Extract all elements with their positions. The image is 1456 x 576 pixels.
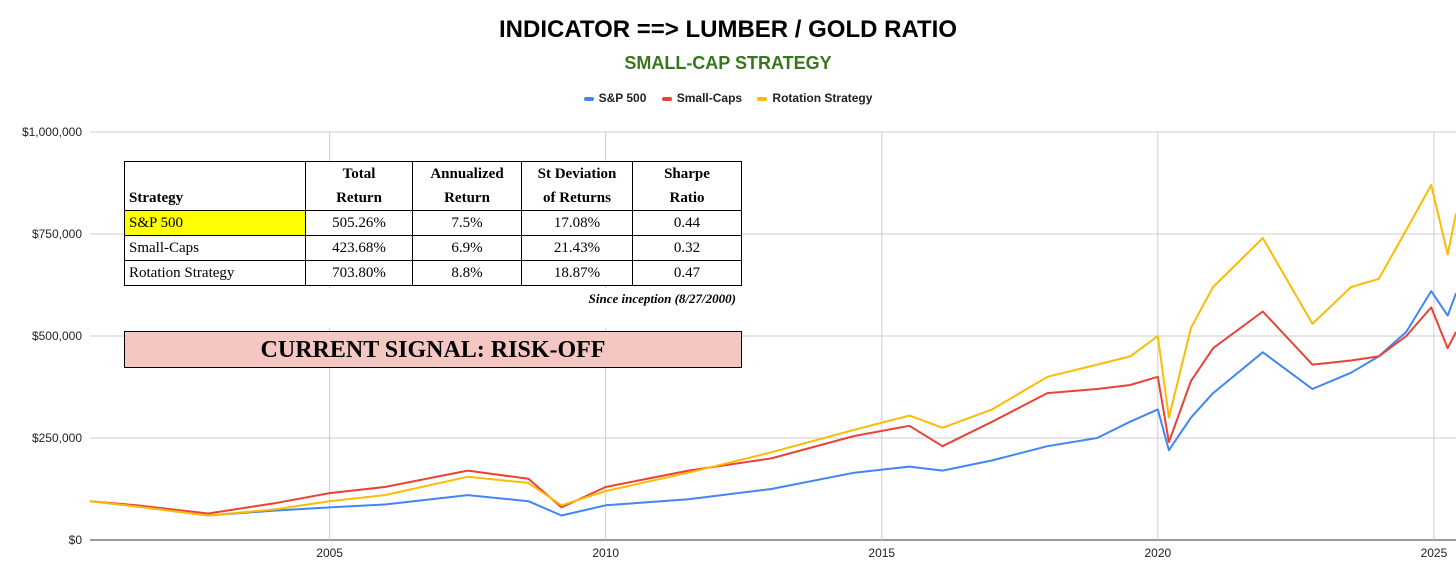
row-sharpe: 0.44 bbox=[632, 210, 742, 236]
legend-label-sp500: S&P 500 bbox=[598, 91, 647, 105]
row-total: 423.68% bbox=[305, 235, 413, 261]
inception-note: Since inception (8/27/2000) bbox=[124, 288, 742, 328]
row-sharpe: 0.32 bbox=[632, 235, 742, 261]
header-sharpe: Sharpe Ratio bbox=[632, 161, 742, 211]
row-stdev: 21.43% bbox=[521, 235, 633, 261]
legend-item-small-caps[interactable]: Small-Caps bbox=[661, 91, 743, 105]
chart-subtitle: SMALL-CAP STRATEGY bbox=[624, 53, 832, 73]
row-sharpe: 0.47 bbox=[632, 260, 742, 286]
x-tick-label: 2015 bbox=[868, 546, 895, 560]
current-signal-banner: CURRENT SIGNAL: RISK-OFF bbox=[124, 331, 742, 368]
series-line-rotation-strategy bbox=[89, 184, 1456, 517]
table-row: S&P 500 505.26% 7.5% 17.08% 0.44 bbox=[124, 210, 742, 236]
y-tick-label: $0 bbox=[69, 533, 83, 547]
strategy-stats-table: Strategy Total Return Annualized Return St… bbox=[124, 161, 742, 286]
x-tick-label: 2010 bbox=[592, 546, 619, 560]
y-tick-label: $750,000 bbox=[32, 227, 82, 241]
y-tick-label: $250,000 bbox=[32, 431, 82, 445]
series-lines bbox=[89, 184, 1456, 517]
legend: S&P 500 Small-Caps Rotation Strategy bbox=[0, 91, 1456, 105]
table-header-row: Strategy Total Return Annualized Return St… bbox=[124, 161, 742, 211]
legend-item-rotation[interactable]: Rotation Strategy bbox=[757, 91, 872, 105]
header-strategy: Strategy bbox=[124, 161, 306, 211]
row-stdev: 18.87% bbox=[521, 260, 633, 286]
row-total: 505.26% bbox=[305, 210, 413, 236]
x-axis: 2005 2010 2015 2020 2025 bbox=[316, 546, 1447, 560]
row-name: S&P 500 bbox=[124, 210, 306, 236]
legend-swatch-sp500 bbox=[583, 96, 594, 101]
chart-title: INDICATOR ==> LUMBER / GOLD RATIO bbox=[498, 16, 958, 43]
row-annualized: 6.9% bbox=[412, 235, 522, 261]
x-tick-label: 2025 bbox=[1421, 546, 1448, 560]
y-axis: $0 $250,000 $500,000 $750,000 $1,000,000 bbox=[22, 125, 82, 547]
y-tick-label: $1,000,000 bbox=[22, 125, 82, 139]
header-total-return: Total Return bbox=[305, 161, 413, 211]
legend-item-sp500[interactable]: S&P 500 bbox=[583, 91, 647, 105]
row-name: Small-Caps bbox=[124, 235, 306, 261]
legend-swatch-rotation bbox=[757, 96, 768, 101]
legend-label-rotation: Rotation Strategy bbox=[772, 91, 873, 105]
header-stdev: St Deviation of Returns bbox=[521, 161, 633, 211]
x-tick-label: 2005 bbox=[316, 546, 343, 560]
y-tick-label: $500,000 bbox=[32, 329, 82, 343]
table-row: Rotation Strategy 703.80% 8.8% 18.87% 0.… bbox=[124, 260, 742, 286]
row-name: Rotation Strategy bbox=[124, 260, 306, 286]
legend-label-small-caps: Small-Caps bbox=[676, 91, 743, 105]
table-row: Small-Caps 423.68% 6.9% 21.43% 0.32 bbox=[124, 235, 742, 261]
x-tick-label: 2020 bbox=[1144, 546, 1171, 560]
row-annualized: 8.8% bbox=[412, 260, 522, 286]
series-line-s-p-500 bbox=[89, 290, 1456, 517]
row-stdev: 17.08% bbox=[521, 210, 633, 236]
series-line-small-caps bbox=[89, 306, 1456, 515]
legend-swatch-small-caps bbox=[661, 96, 672, 101]
header-annualized-return: Annualized Return bbox=[412, 161, 522, 211]
row-total: 703.80% bbox=[305, 260, 413, 286]
row-annualized: 7.5% bbox=[412, 210, 522, 236]
